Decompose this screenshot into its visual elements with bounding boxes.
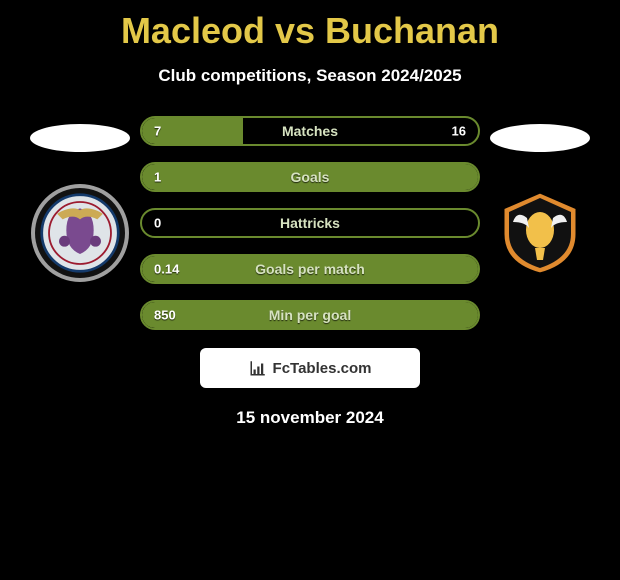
chart-icon	[249, 359, 267, 377]
stat-label: Hattricks	[142, 215, 478, 231]
stats-column: 7Matches16 1Goals 0Hattricks 0.14Goals per …	[140, 116, 480, 330]
club-badge-left-svg	[39, 192, 121, 274]
brand-card[interactable]: FcTables.com	[200, 348, 420, 388]
stat-row: 0.14Goals per match	[140, 254, 480, 284]
stat-row: 1Goals	[140, 162, 480, 192]
brand-text: FcTables.com	[273, 360, 372, 377]
comparison-card: Macleod vs Buchanan Club competitions, S…	[0, 0, 620, 428]
club-badge-right-svg	[495, 188, 585, 278]
stat-row: 850Min per goal	[140, 300, 480, 330]
page-title: Macleod vs Buchanan	[121, 10, 499, 52]
stat-right-value: 16	[452, 124, 466, 139]
club-badge-right	[491, 184, 589, 282]
date-label: 15 november 2024	[236, 408, 383, 428]
page-subtitle: Club competitions, Season 2024/2025	[158, 66, 461, 86]
right-player-col	[480, 116, 600, 282]
stat-label: Matches	[142, 123, 478, 139]
player-right-photo	[490, 124, 590, 152]
club-badge-left	[31, 184, 129, 282]
stat-row: 0Hattricks	[140, 208, 480, 238]
comparison-body: 7Matches16 1Goals 0Hattricks 0.14Goals per …	[0, 116, 620, 330]
stat-label: Min per goal	[142, 307, 478, 323]
stat-label: Goals	[142, 169, 478, 185]
left-player-col	[20, 116, 140, 282]
player-left-photo	[30, 124, 130, 152]
stat-label: Goals per match	[142, 261, 478, 277]
stat-row: 7Matches16	[140, 116, 480, 146]
